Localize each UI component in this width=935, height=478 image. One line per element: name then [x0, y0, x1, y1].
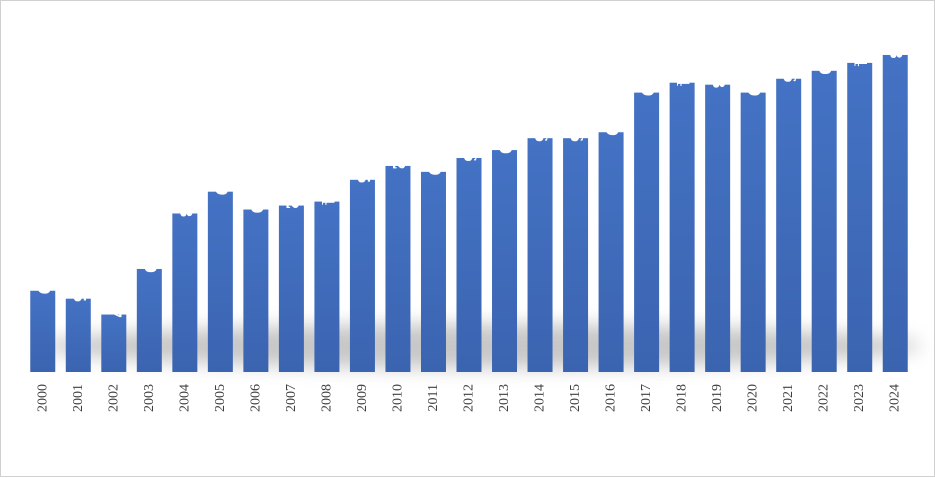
x-tick-label-2022: 2022 [817, 384, 832, 412]
x-tick-labels-group: 2000 2001 2002 2003 2004 2005 2006 2007 2008 2009… [35, 384, 902, 412]
value-label-2005: 199 [210, 160, 230, 196]
value-label-2022: 260 [814, 39, 834, 75]
value-label-2014: 226 [530, 107, 550, 143]
value-label-2016: 229 [601, 101, 621, 137]
bar-2020 [740, 92, 766, 373]
x-tick-label-2000: 2000 [35, 384, 50, 412]
value-label-2002: 137 [104, 283, 124, 319]
x-tick-label-2023: 2023 [852, 384, 867, 412]
bar-2002 [101, 314, 127, 372]
x-tick-label-2008: 2008 [319, 384, 334, 412]
bar-2016 [598, 132, 624, 372]
bar-2014 [527, 138, 553, 372]
bar-2004 [172, 213, 198, 372]
bar-2021 [776, 78, 802, 373]
x-tick-label-2002: 2002 [106, 384, 121, 412]
bar-2010 [385, 165, 411, 372]
bar-2005 [207, 191, 233, 372]
bar-2000 [30, 290, 56, 372]
value-label-2007: 192 [281, 174, 301, 210]
x-tick-label-2011: 2011 [426, 384, 441, 411]
value-label-2018: 254 [672, 51, 692, 87]
bar-2003 [136, 268, 162, 372]
bar-2007 [278, 205, 304, 372]
value-label-2024: 268 [885, 23, 905, 59]
value-label-2006: 190 [246, 178, 266, 214]
x-tick-label-2016: 2016 [604, 384, 619, 412]
bar-2019 [705, 84, 731, 372]
value-label-2021: 256 [779, 47, 799, 83]
bar-2018 [669, 82, 695, 372]
value-label-2013: 220 [495, 119, 515, 155]
bar-2022 [811, 70, 837, 372]
value-label-2003: 160 [139, 237, 159, 273]
value-labels-group: 149 145 137 160 188 199 190 192 194 205 212 209 216 2… [33, 23, 905, 318]
value-label-2019: 253 [708, 53, 728, 89]
value-label-2001: 145 [68, 267, 88, 303]
x-tick-label-2014: 2014 [533, 384, 548, 412]
x-tick-label-2019: 2019 [710, 384, 725, 412]
value-label-2020: 249 [743, 61, 763, 97]
value-label-2017: 249 [637, 61, 657, 97]
bar-2006 [243, 209, 269, 372]
bar-2017 [634, 92, 660, 373]
bar-2012 [456, 158, 482, 372]
value-label-2004: 188 [175, 182, 195, 218]
x-tick-label-2012: 2012 [462, 384, 477, 412]
x-tick-label-2017: 2017 [639, 384, 654, 412]
x-tick-label-2018: 2018 [675, 384, 690, 412]
x-tick-label-2010: 2010 [390, 384, 405, 412]
x-tick-label-2001: 2001 [71, 384, 86, 412]
bar-2024 [882, 54, 908, 373]
value-label-2008: 194 [317, 170, 337, 206]
bar-2013 [492, 150, 518, 372]
x-tick-label-2015: 2015 [568, 384, 583, 412]
x-tick-label-2024: 2024 [888, 384, 903, 412]
value-label-2011: 209 [423, 140, 443, 176]
x-tick-label-2007: 2007 [284, 384, 299, 412]
value-label-2009: 205 [352, 148, 372, 184]
value-label-2010: 212 [388, 134, 408, 170]
x-tick-label-2006: 2006 [248, 384, 263, 412]
x-tick-label-2004: 2004 [177, 384, 192, 412]
value-label-2000: 149 [33, 259, 53, 295]
bar-2009 [349, 179, 375, 372]
bar-2008 [314, 201, 340, 372]
value-label-2012: 216 [459, 127, 479, 163]
value-label-2023: 264 [850, 31, 870, 67]
x-tick-label-2013: 2013 [497, 384, 512, 412]
x-tick-label-2021: 2021 [781, 384, 796, 412]
x-tick-label-2003: 2003 [142, 384, 157, 412]
bar-2015 [563, 138, 589, 372]
bar-2023 [847, 62, 873, 372]
bar-2011 [420, 171, 446, 372]
x-tick-label-2020: 2020 [746, 384, 761, 412]
x-tick-label-2005: 2005 [213, 384, 228, 412]
value-label-2015: 226 [566, 107, 586, 143]
x-tick-label-2009: 2009 [355, 384, 370, 412]
bars-group [30, 54, 908, 373]
bar-2001 [65, 298, 91, 372]
